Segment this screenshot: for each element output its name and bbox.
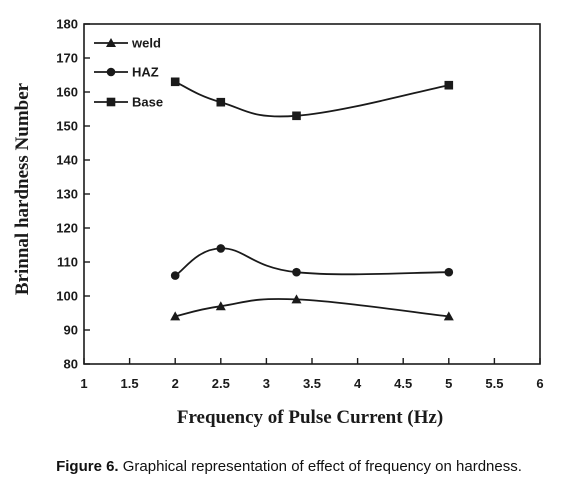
x-tick-label: 5.5	[485, 376, 503, 391]
series-base	[170, 77, 454, 121]
y-tick-label: 160	[56, 85, 78, 100]
x-tick-label: 2	[172, 376, 179, 391]
x-axis-ticks: 1 1.5 2 2.5 3 3.5 4 4.5 5 5.5 6	[80, 358, 544, 391]
series-line	[175, 298, 449, 318]
x-tick-label: 6	[536, 376, 543, 391]
x-tick-label: 5	[445, 376, 452, 391]
data-point	[291, 294, 302, 304]
x-tick-label: 3.5	[303, 376, 321, 391]
y-tick-label: 130	[56, 187, 78, 202]
data-point	[170, 77, 180, 87]
y-tick-label: 150	[56, 119, 78, 134]
x-tick-label: 3	[263, 376, 270, 391]
y-tick-label: 110	[57, 255, 78, 270]
legend-label: HAZ	[132, 65, 159, 80]
series-line	[174, 247, 449, 277]
y-tick-label: 90	[64, 323, 78, 338]
y-tick-label: 140	[56, 153, 78, 168]
data-point	[216, 97, 226, 107]
y-tick-label: 100	[56, 289, 78, 304]
x-axis-title: Frequency of Pulse Current (Hz)	[177, 407, 443, 428]
x-tick-label: 4	[354, 376, 362, 391]
caption-text: Graphical representation of effect of fr…	[118, 458, 522, 475]
y-tick-label: 170	[56, 51, 78, 66]
series-layer	[170, 77, 454, 321]
legend-label: Base	[132, 95, 163, 110]
series-line	[174, 80, 449, 118]
series-weld	[170, 294, 454, 321]
y-axis-ticks: 80 90 100 110 120 130 140 150 160 170 180	[56, 17, 90, 372]
data-point	[444, 267, 454, 277]
hardness-line-chart: 80 90 100 110 120 130 140 150 160 170 180 1 1.5 2 2.5…	[12, 17, 544, 429]
data-point	[292, 111, 301, 121]
data-point	[443, 311, 454, 321]
legend-marker	[106, 97, 116, 107]
y-tick-label: 120	[56, 221, 78, 236]
y-axis-title: Brinnal hardness Number	[12, 82, 33, 295]
y-tick-label: 180	[56, 17, 78, 32]
data-point	[215, 301, 226, 311]
legend-label: weld	[131, 36, 161, 51]
legend-marker	[106, 67, 116, 77]
data-point	[170, 271, 180, 280]
x-tick-label: 4.5	[394, 376, 412, 391]
legend-marker	[106, 38, 116, 47]
caption-label: Figure 6.	[56, 458, 119, 475]
figure-caption: Figure 6. Graphical representation of ef…	[0, 458, 578, 475]
data-point	[216, 244, 226, 253]
data-point	[170, 311, 181, 321]
series-haz	[170, 244, 454, 280]
legend: weld HAZ Base	[94, 36, 163, 110]
y-tick-label: 80	[64, 357, 78, 372]
x-tick-label: 2.5	[212, 376, 230, 391]
x-tick-label: 1	[80, 376, 87, 391]
data-point	[292, 267, 301, 277]
data-point	[444, 80, 454, 90]
x-tick-label: 1.5	[121, 376, 139, 391]
